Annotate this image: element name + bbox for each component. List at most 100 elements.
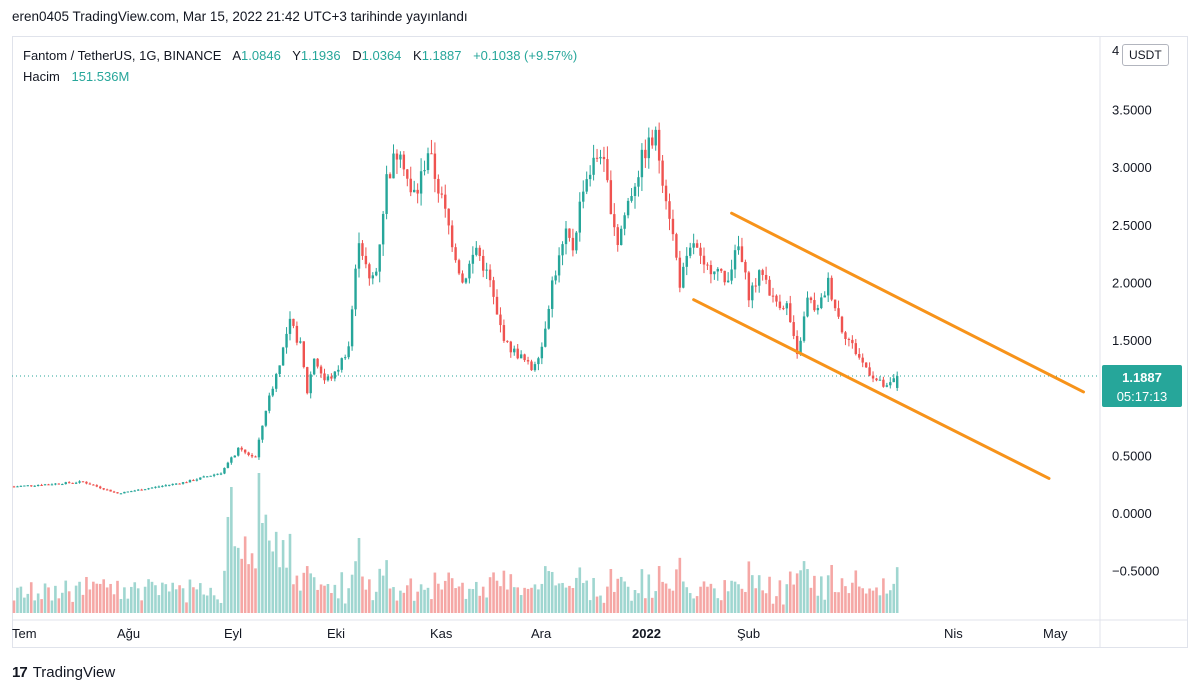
candle-body bbox=[544, 328, 547, 347]
volume-bar bbox=[126, 598, 130, 613]
candle-body bbox=[644, 149, 647, 159]
volume-bar bbox=[509, 574, 513, 613]
candle-body bbox=[16, 486, 19, 488]
candle-body bbox=[485, 269, 488, 271]
candle-body bbox=[88, 483, 92, 485]
publish-caption: eren0405 TradingView.com, Mar 15, 2022 2… bbox=[12, 9, 468, 24]
candle-body bbox=[799, 340, 802, 355]
candle-body bbox=[323, 373, 326, 381]
volume-bar bbox=[688, 593, 692, 613]
symbol-title[interactable]: Fantom / TetherUS, 1G, BINANCE bbox=[23, 48, 222, 63]
volume-bar bbox=[74, 585, 78, 613]
candle-body bbox=[178, 483, 181, 485]
volume-bar bbox=[820, 576, 823, 613]
volume-bar bbox=[719, 600, 723, 613]
volume-bar bbox=[12, 600, 16, 613]
volume-bar bbox=[523, 587, 526, 613]
candle-body bbox=[57, 483, 61, 485]
candle-body bbox=[419, 171, 423, 194]
volume-bar bbox=[33, 600, 36, 613]
volume-bar bbox=[202, 594, 206, 613]
volume-bar bbox=[412, 600, 416, 613]
candle-body bbox=[861, 357, 864, 363]
candle-body bbox=[789, 303, 792, 323]
candle-body bbox=[564, 228, 568, 245]
currency-button[interactable]: USDT bbox=[1122, 44, 1169, 66]
volume-bar bbox=[871, 590, 875, 613]
candle-body bbox=[361, 243, 364, 256]
candle-body bbox=[716, 268, 719, 272]
candle-body bbox=[375, 271, 378, 276]
volume-bar bbox=[181, 588, 185, 613]
candle-body bbox=[847, 338, 851, 340]
candle-body bbox=[737, 246, 740, 251]
volume-bar bbox=[264, 514, 268, 613]
volume-bar bbox=[857, 586, 861, 613]
candle-body bbox=[671, 218, 675, 235]
candle-body bbox=[499, 314, 502, 326]
volume-bar bbox=[406, 585, 409, 613]
volume-bar bbox=[371, 600, 375, 613]
x-tick-label: Kas bbox=[430, 626, 453, 641]
volume-bar bbox=[288, 533, 292, 613]
volume-bar bbox=[178, 585, 181, 613]
candle-body bbox=[768, 279, 771, 296]
volume-bar bbox=[637, 593, 640, 613]
volume-bar bbox=[709, 583, 713, 613]
candle-body bbox=[312, 358, 316, 375]
volume-bar bbox=[526, 588, 530, 613]
candle-body bbox=[440, 193, 443, 195]
x-tick-label: Ara bbox=[531, 626, 552, 641]
candle-body bbox=[68, 482, 71, 484]
volume-bar bbox=[61, 592, 64, 613]
volume-bar bbox=[661, 581, 664, 613]
candle-body bbox=[164, 485, 167, 487]
volume-bar bbox=[302, 572, 306, 613]
volume-bar bbox=[537, 589, 540, 613]
volume-bar bbox=[343, 603, 347, 613]
volume-bar bbox=[95, 583, 99, 613]
candle-body bbox=[795, 335, 799, 355]
candle-body bbox=[802, 316, 806, 341]
candle-body bbox=[423, 170, 426, 172]
volume-bar bbox=[250, 553, 254, 613]
volume-bar bbox=[585, 580, 588, 613]
volume-bar bbox=[81, 594, 85, 613]
candle-body bbox=[506, 340, 509, 342]
volume-bar bbox=[782, 604, 785, 613]
candle-body bbox=[713, 271, 716, 275]
volume-bar bbox=[868, 588, 871, 613]
candle-body bbox=[854, 343, 857, 355]
volume-bar bbox=[626, 586, 630, 613]
candle-body bbox=[36, 485, 40, 487]
volume-bar bbox=[381, 575, 385, 613]
brand-name: TradingView bbox=[32, 664, 116, 681]
volume-bar bbox=[36, 593, 40, 613]
candle-body bbox=[64, 482, 67, 485]
candle-body bbox=[74, 482, 78, 484]
candle-body bbox=[395, 153, 399, 160]
candle-body bbox=[102, 488, 105, 490]
volume-bar bbox=[223, 570, 226, 613]
volume-bar bbox=[809, 587, 813, 613]
candle-body bbox=[168, 484, 171, 486]
tradingview-brand[interactable]: 17 TradingView bbox=[12, 664, 115, 681]
bar-countdown: 05:17:13 bbox=[1116, 389, 1168, 404]
candle-body bbox=[689, 247, 692, 256]
volume-value: 151.536M bbox=[71, 69, 130, 84]
volume-bar bbox=[606, 586, 609, 613]
candle-body bbox=[837, 308, 840, 317]
volume-bar bbox=[85, 576, 88, 613]
candle-body bbox=[823, 295, 826, 298]
candle-body bbox=[813, 300, 816, 311]
candle-body bbox=[833, 299, 837, 309]
volume-bar bbox=[416, 591, 419, 613]
candle-body bbox=[43, 484, 47, 486]
volume-bar bbox=[185, 602, 188, 613]
volume-bar bbox=[312, 577, 316, 613]
candle-body bbox=[495, 296, 499, 315]
volume-bar bbox=[826, 575, 830, 613]
close-value: 1.1887 bbox=[421, 48, 462, 63]
volume-bar bbox=[199, 583, 202, 613]
